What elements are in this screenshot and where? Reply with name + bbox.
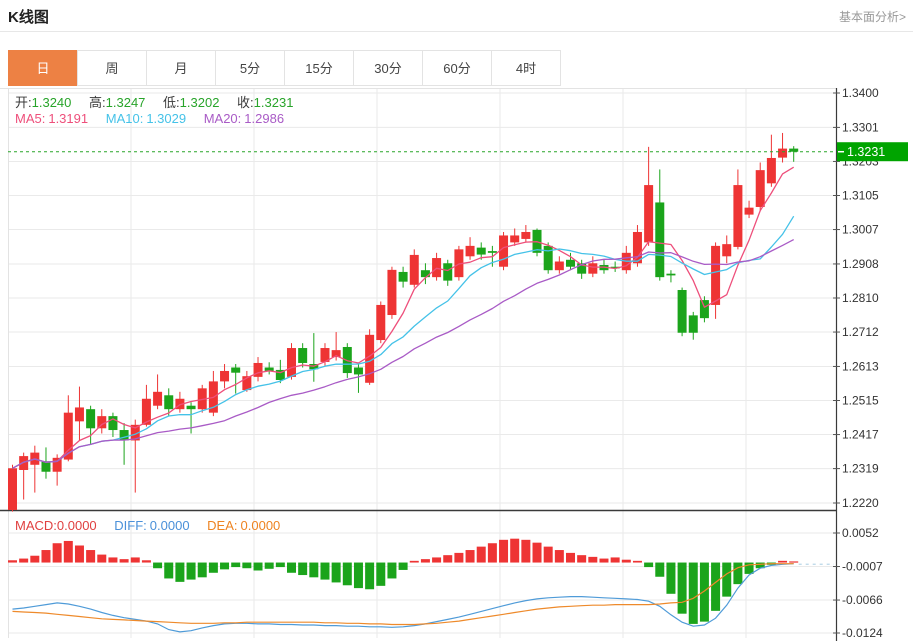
open-label: 开: [15,95,32,110]
dea-value: 0.0000 [240,518,281,533]
current-price-value: 1.3231 [847,145,885,159]
ma20-value: 1.2986 [244,111,285,126]
dea-label: DEA: [207,518,238,533]
macd-label: MACD: [15,518,57,533]
tab-日[interactable]: 日 [8,50,78,86]
macd-histogram [8,538,799,624]
tab-30分[interactable]: 30分 [353,50,423,86]
ma20-label: MA20: [203,111,242,126]
svg-text:1.2712: 1.2712 [842,325,879,339]
ma5-line [12,166,795,469]
open-value: 1.3240 [31,95,72,110]
title-separator [0,31,913,32]
tab-5分[interactable]: 5分 [215,50,285,86]
svg-text:1.3301: 1.3301 [842,120,879,134]
macd-value: 0.0000 [56,518,97,533]
dea-line [12,563,794,626]
ma10-line [12,215,795,469]
ma-legend: MA5: 1.3191 MA10: 1.3029 MA20: 1.2986 [15,111,298,126]
ohlc-legend: 开:1.3240 高:1.3247 低:1.3202 收:1.3231 [15,92,307,111]
tab-60分[interactable]: 60分 [422,50,492,86]
close-value: 1.3231 [253,95,294,110]
tab-15分[interactable]: 15分 [284,50,354,86]
page-title: K线图 [8,9,49,26]
ma20-line [12,239,794,469]
tab-4时[interactable]: 4时 [491,50,561,86]
svg-text:1.2515: 1.2515 [842,394,879,408]
fundamental-analysis-link[interactable]: 基本面分析> [838,10,906,24]
svg-text:1.3105: 1.3105 [842,189,879,203]
svg-text:-0.0007: -0.0007 [842,560,883,574]
ma10-label: MA10: [105,111,144,126]
svg-text:1.2810: 1.2810 [842,291,879,305]
svg-text:1.2613: 1.2613 [842,359,879,373]
ma10-value: 1.3029 [146,111,187,126]
ma5-label: MA5: [15,111,46,126]
svg-text:1.3400: 1.3400 [842,86,879,100]
tab-月[interactable]: 月 [146,50,216,86]
high-value: 1.3247 [105,95,146,110]
low-value: 1.3202 [179,95,220,110]
diff-value: 0.0000 [149,518,190,533]
diff-line [12,563,794,633]
high-label: 高: [89,95,106,110]
ma5-value: 1.3191 [48,111,89,126]
close-label: 收: [237,95,254,110]
diff-label: DIFF: [114,518,147,533]
svg-text:1.3007: 1.3007 [842,223,879,237]
svg-text:-0.0124: -0.0124 [842,626,883,640]
svg-text:0.0052: 0.0052 [842,526,879,540]
svg-text:1.2417: 1.2417 [842,428,879,442]
macd-legend: MACD:0.0000 DIFF: 0.0000 DEA: 0.0000 [15,518,294,533]
low-label: 低: [163,95,180,110]
svg-text:1.2220: 1.2220 [842,496,879,510]
svg-text:-0.0066: -0.0066 [842,593,883,607]
tab-周[interactable]: 周 [77,50,147,86]
current-price-tag [837,142,908,162]
candles [8,132,799,512]
svg-text:1.2319: 1.2319 [842,462,879,476]
period-tab-bar: 日周月 5分 15分 30分 60分 4时 [8,50,561,86]
svg-text:1.2908: 1.2908 [842,257,879,271]
